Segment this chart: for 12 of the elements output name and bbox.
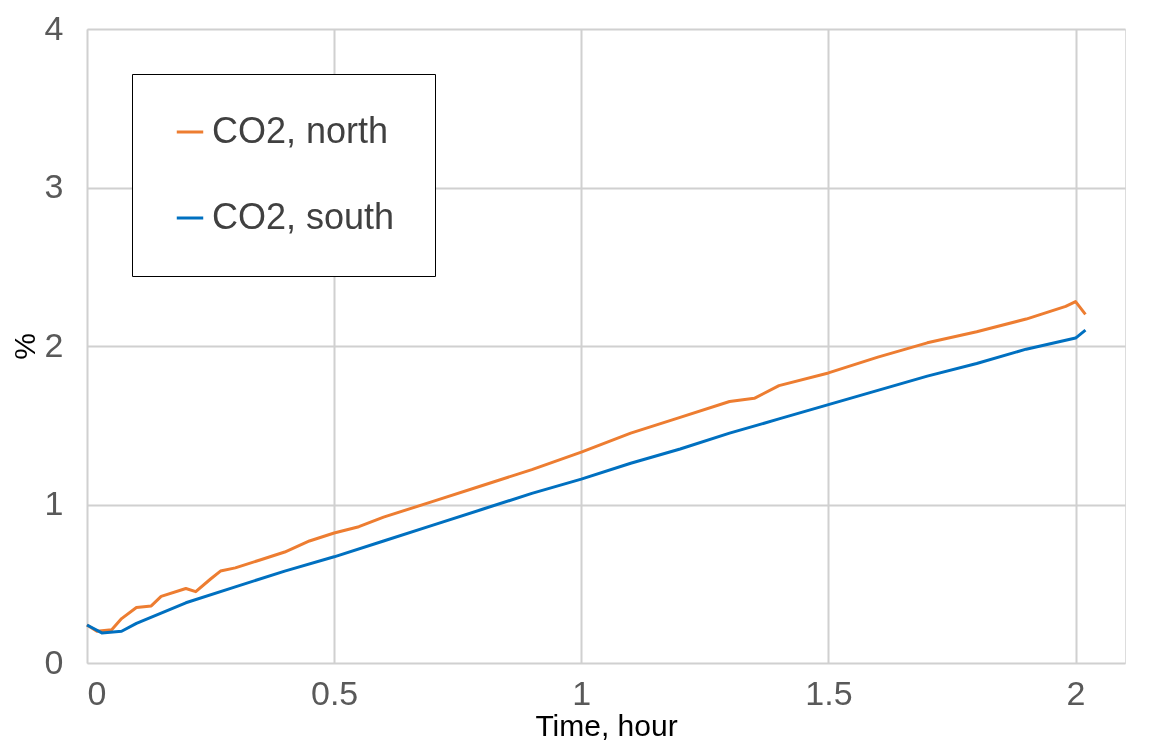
y-tick-label: 2	[44, 325, 64, 364]
y-tick-label: 4	[44, 8, 64, 47]
y-tick-label: 1	[44, 484, 64, 522]
y-tick-label: 0	[44, 642, 64, 681]
legend-label: CO2, south	[212, 196, 395, 237]
x-tick-label: 0	[87, 673, 107, 712]
y-tick-label: 3	[44, 167, 64, 205]
x-tick-label: 1.5	[805, 673, 853, 712]
x-tick-label: 0.5	[311, 673, 359, 712]
legend-label: CO2, north	[212, 110, 389, 151]
x-tick-label: 2	[1066, 673, 1086, 712]
y-axis-title: %	[7, 333, 41, 360]
